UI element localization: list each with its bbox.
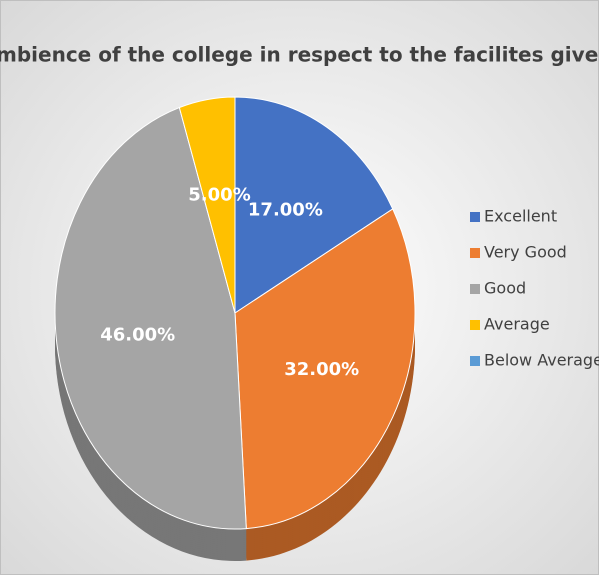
legend-swatch — [470, 284, 480, 294]
chart-title: mbience of the college in respect to the… — [0, 43, 598, 67]
slice — [234, 96, 394, 314]
legend-label: Very Good — [484, 243, 567, 262]
legend-swatch — [470, 356, 480, 366]
data-label: 46.00% — [100, 324, 175, 345]
legend-label: Good — [484, 279, 526, 298]
legend-label: Below Average — [484, 351, 599, 370]
legend-swatch — [470, 320, 480, 330]
data-label: 17.00% — [248, 200, 323, 221]
legend-label: Excellent — [484, 207, 557, 226]
slice — [54, 106, 247, 530]
data-label: 32.00% — [284, 359, 359, 380]
legend-swatch — [470, 212, 480, 222]
legend-swatch — [470, 248, 480, 258]
slice — [178, 96, 236, 314]
legend-label: Average — [484, 315, 550, 334]
slice — [234, 208, 416, 530]
data-label: 5.00% — [188, 185, 250, 206]
